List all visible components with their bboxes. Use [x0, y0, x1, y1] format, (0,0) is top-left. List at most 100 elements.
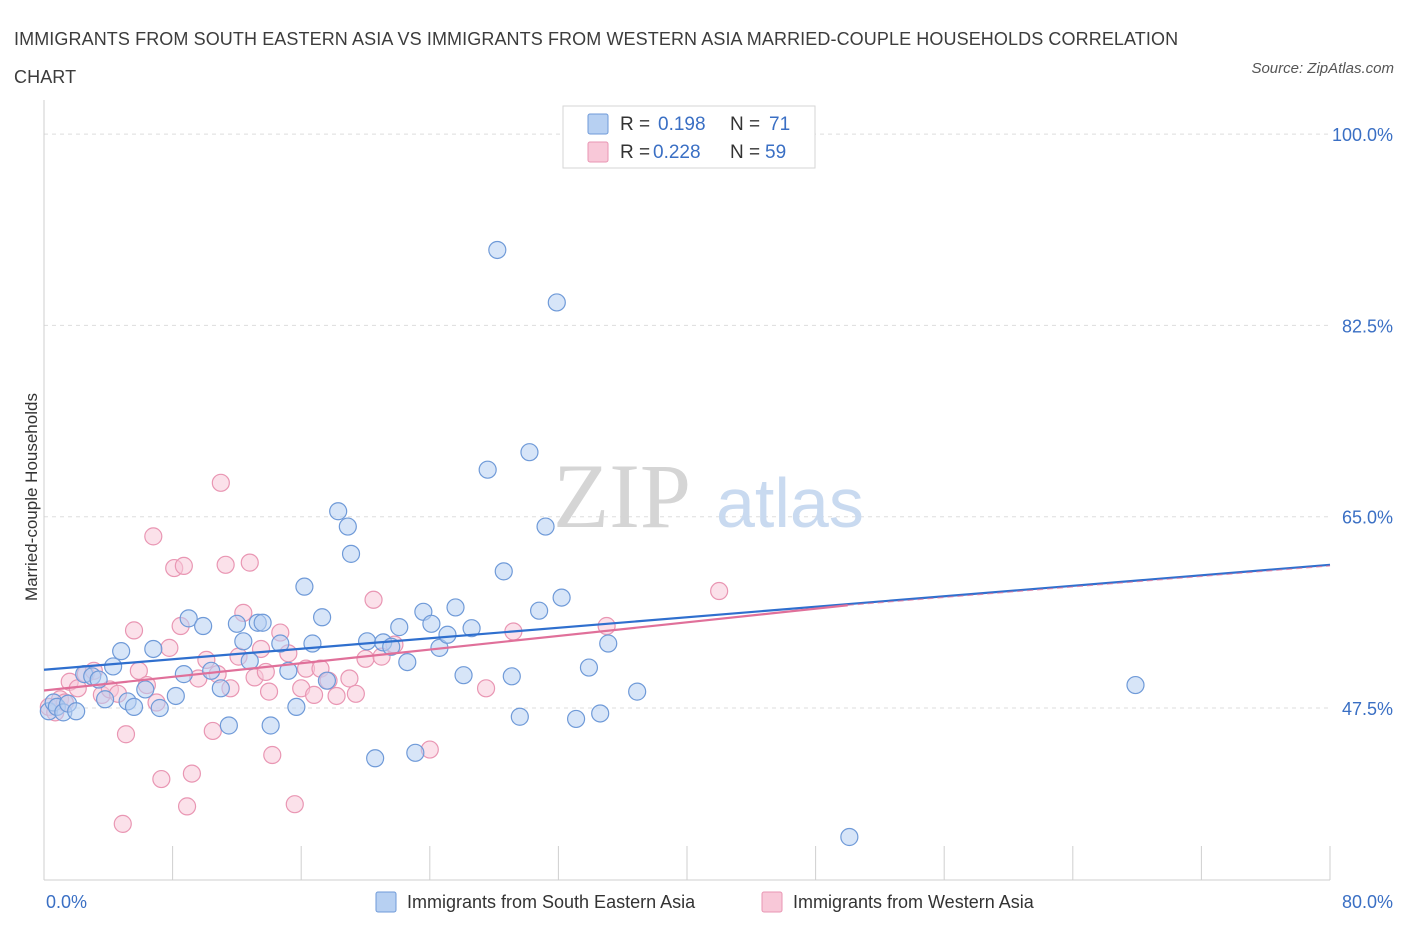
axes [43, 100, 1331, 881]
blue-point-70 [1126, 675, 1145, 695]
blue-point-17 [166, 686, 185, 706]
pink-point-24 [182, 764, 201, 783]
y-axis-label: Married-couple Households [22, 393, 41, 601]
legend-n-value-pink: 59 [765, 142, 786, 163]
pink-point-19 [160, 638, 179, 657]
legend-r-value-pink: 0.228 [653, 142, 701, 163]
blue-point-21 [202, 661, 221, 680]
bottom-legend-swatch-pink [761, 891, 783, 913]
pink-point-16 [144, 527, 163, 546]
blue-point-25 [234, 632, 253, 651]
legend-r-label-blue: R = [620, 114, 650, 135]
pink-point-49 [340, 669, 359, 688]
blue-point-56 [494, 562, 513, 581]
top-legend: R = 0.198 N = 71 R = 0.228 N = 59 [562, 105, 816, 169]
blue-point-5 [67, 702, 86, 721]
legend-swatch-pink [587, 141, 609, 163]
blue-point-19 [179, 609, 198, 628]
bottom-legend: Immigrants from South Eastern Asia Immig… [375, 891, 1035, 913]
y-tick-labels: 47.5% 65.0% 82.5% 100.0% [1332, 125, 1393, 719]
blue-point-20 [194, 616, 213, 636]
blue-point-44 [390, 618, 409, 637]
legend-r-value-blue: 0.198 [658, 114, 706, 135]
blue-point-68 [628, 682, 647, 701]
blue-point-61 [536, 517, 555, 536]
blue-point-57 [502, 667, 521, 686]
legend-n-value-blue: 71 [769, 114, 790, 135]
pink-point-56 [476, 679, 496, 698]
blue-point-16 [150, 698, 169, 718]
legend-n-label-blue: N = [730, 114, 760, 135]
blue-point-24 [227, 614, 246, 633]
blue-point-53 [462, 619, 481, 638]
blue-point-36 [317, 671, 337, 690]
pink-point-22 [174, 556, 193, 575]
blue-point-50 [438, 625, 457, 644]
blue-point-29 [261, 716, 280, 735]
blue-point-14 [136, 680, 155, 699]
blue-point-65 [579, 658, 599, 677]
pink-point-34 [240, 553, 259, 572]
x-tick-label-0: 0.0% [46, 892, 87, 912]
bottom-legend-label-pink: Immigrants from Western Asia [793, 892, 1035, 912]
x-tick-labels: 0.0% 80.0% [46, 892, 1393, 912]
pink-point-13 [124, 621, 144, 640]
pink-point-51 [356, 649, 375, 668]
blue-point-46 [406, 743, 425, 762]
blue-point-67 [599, 634, 618, 653]
blue-point-15 [144, 639, 163, 659]
pink-trend-line [43, 604, 848, 692]
blue-point-52 [454, 666, 473, 685]
blue-point-35 [312, 608, 332, 627]
x-tick-label-1: 80.0% [1342, 892, 1393, 912]
legend-swatch-blue [587, 113, 609, 135]
pink-point-59 [710, 581, 729, 601]
pink-point-11 [113, 814, 132, 833]
blue-point-10 [104, 657, 123, 676]
blue-point-11 [112, 642, 131, 661]
pink-point-29 [211, 473, 230, 492]
blue-point-66 [591, 704, 610, 723]
y-tick-label-3: 100.0% [1332, 125, 1393, 145]
pink-point-23 [177, 797, 197, 816]
trend-lines [43, 563, 1331, 692]
bottom-legend-label-blue: Immigrants from South Eastern Asia [407, 892, 696, 912]
watermark-zip: ZIP [553, 445, 691, 547]
pink-point-52 [364, 590, 383, 609]
blue-point-48 [422, 614, 441, 633]
blue-point-40 [358, 632, 377, 651]
pink-point-27 [203, 721, 222, 741]
bottom-legend-swatch-blue [375, 891, 397, 913]
blue-point-60 [530, 601, 549, 620]
blue-point-34 [303, 634, 322, 653]
blue-point-22 [211, 679, 230, 698]
blue-point-54 [478, 460, 497, 479]
legend-n-label-pink: N = [730, 142, 760, 163]
blue-point-31 [279, 661, 298, 680]
blue-point-23 [219, 716, 238, 735]
pink-point-48 [327, 686, 346, 706]
y-tick-label-1: 65.0% [1342, 508, 1393, 528]
watermark: ZIP atlas [553, 445, 864, 547]
blue-point-9 [95, 690, 115, 709]
blue-point-33 [295, 577, 314, 596]
blue-point-64 [566, 709, 586, 729]
source-note: Source: ZipAtlas.com [1251, 60, 1394, 77]
blue-point-45 [398, 652, 417, 672]
blue-point-63 [552, 588, 571, 607]
blue-point-30 [271, 634, 290, 653]
blue-point-13 [124, 697, 144, 717]
pink-point-18 [152, 769, 171, 789]
pink-point-42 [285, 795, 304, 814]
pink-point-12 [116, 725, 136, 744]
blue-point-37 [329, 502, 348, 521]
blue-point-55 [488, 240, 507, 260]
pink-point-38 [259, 682, 279, 701]
watermark-atlas: atlas [716, 464, 864, 542]
pink-trend-extension [847, 565, 1331, 606]
blue-point-51 [446, 598, 465, 617]
blue-point-41 [366, 749, 385, 768]
blue-point-69 [840, 827, 859, 847]
blue-point-28 [253, 613, 272, 632]
